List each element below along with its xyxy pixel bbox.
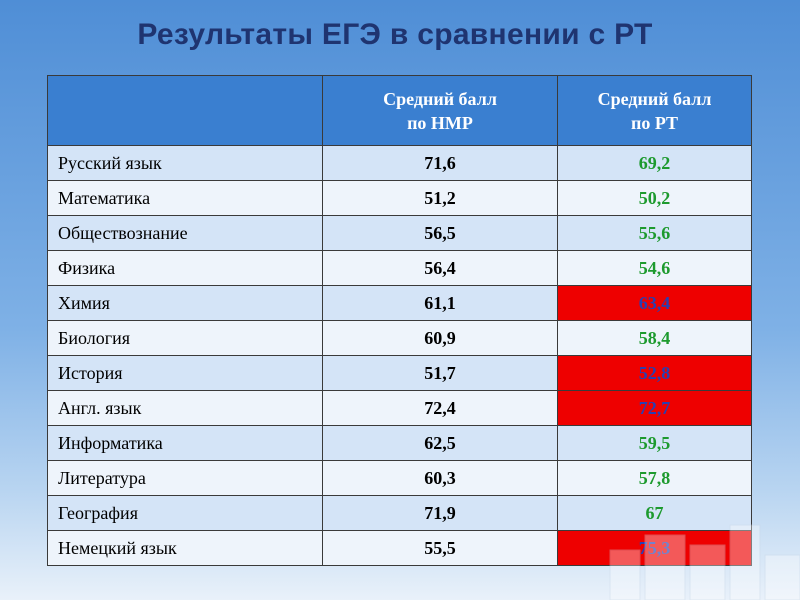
- nmp-score-cell: 56,5: [322, 215, 558, 251]
- rt-score-cell: 72,7: [557, 390, 752, 426]
- nmp-score-cell: 71,9: [322, 495, 558, 531]
- header-rt-line1: Средний балл: [597, 88, 712, 109]
- table-row: Литература 60,3 57,8: [47, 460, 752, 496]
- header-nmp-average: Средний балл по НМР: [322, 75, 558, 146]
- header-nmp-line2: по НМР: [407, 112, 473, 133]
- table-row: География 71,9 67: [47, 495, 752, 531]
- rt-score-cell: 57,8: [557, 460, 752, 496]
- rt-score-cell: 75,3: [557, 530, 752, 566]
- nmp-score-cell: 55,5: [322, 530, 558, 566]
- nmp-score-cell: 56,4: [322, 250, 558, 286]
- header-corner-cell: [47, 75, 323, 146]
- subject-cell: Русский язык: [47, 145, 323, 181]
- slide-title: Результаты ЕГЭ в сравнении с РТ: [137, 18, 653, 51]
- table-row: Информатика 62,5 59,5: [47, 425, 752, 461]
- subject-cell: География: [47, 495, 323, 531]
- table-row: Математика 51,2 50,2: [47, 180, 752, 216]
- subject-cell: Информатика: [47, 425, 323, 461]
- table-row: Обществознание 56,5 55,6: [47, 215, 752, 251]
- nmp-score-cell: 71,6: [322, 145, 558, 181]
- rt-score-cell: 54,6: [557, 250, 752, 286]
- subject-cell: Немецкий язык: [47, 530, 323, 566]
- subject-cell: Химия: [47, 285, 323, 321]
- nmp-score-cell: 51,7: [322, 355, 558, 391]
- subject-cell: Англ. язык: [47, 390, 323, 426]
- table-row: Химия 61,1 63,4: [47, 285, 752, 321]
- table-header: Средний балл по НМР Средний балл по РТ: [47, 75, 752, 146]
- table-row: Биология 60,9 58,4: [47, 320, 752, 356]
- table-row: Русский язык 71,6 69,2: [47, 145, 752, 181]
- building-watermark: [609, 524, 800, 600]
- subject-cell: Биология: [47, 320, 323, 356]
- subject-cell: История: [47, 355, 323, 391]
- rt-score-cell: 55,6: [557, 215, 752, 251]
- header-rt-average: Средний балл по РТ: [557, 75, 752, 146]
- nmp-score-cell: 60,9: [322, 320, 558, 356]
- table-body: Русский язык 71,6 69,2 Математика 51,2 50,2 Об…: [47, 145, 752, 566]
- rt-score-cell: 52,8: [557, 355, 752, 391]
- header-row: Средний балл по НМР Средний балл по РТ: [47, 75, 752, 146]
- nmp-score-cell: 72,4: [322, 390, 558, 426]
- table-row: Англ. язык 72,4 72,7: [47, 390, 752, 426]
- nmp-score-cell: 60,3: [322, 460, 558, 496]
- table-row: Физика 56,4 54,6: [47, 250, 752, 286]
- results-table: Средний балл по НМР Средний балл по РТ Р…: [47, 75, 752, 566]
- rt-score-cell: 50,2: [557, 180, 752, 216]
- header-nmp-line1: Средний балл: [383, 88, 497, 109]
- nmp-score-cell: 61,1: [322, 285, 558, 321]
- subject-cell: Литература: [47, 460, 323, 496]
- nmp-score-cell: 62,5: [322, 425, 558, 461]
- rt-score-cell: 69,2: [557, 145, 752, 181]
- table-row: История 51,7 52,8: [47, 355, 752, 391]
- subject-cell: Обществознание: [47, 215, 323, 251]
- rt-score-cell: 63,4: [557, 285, 752, 321]
- subject-cell: Математика: [47, 180, 323, 216]
- header-rt-line2: по РТ: [630, 112, 679, 133]
- rt-score-cell: 59,5: [557, 425, 752, 461]
- subject-cell: Физика: [47, 250, 323, 286]
- rt-score-cell: 58,4: [557, 320, 752, 356]
- nmp-score-cell: 51,2: [322, 180, 558, 216]
